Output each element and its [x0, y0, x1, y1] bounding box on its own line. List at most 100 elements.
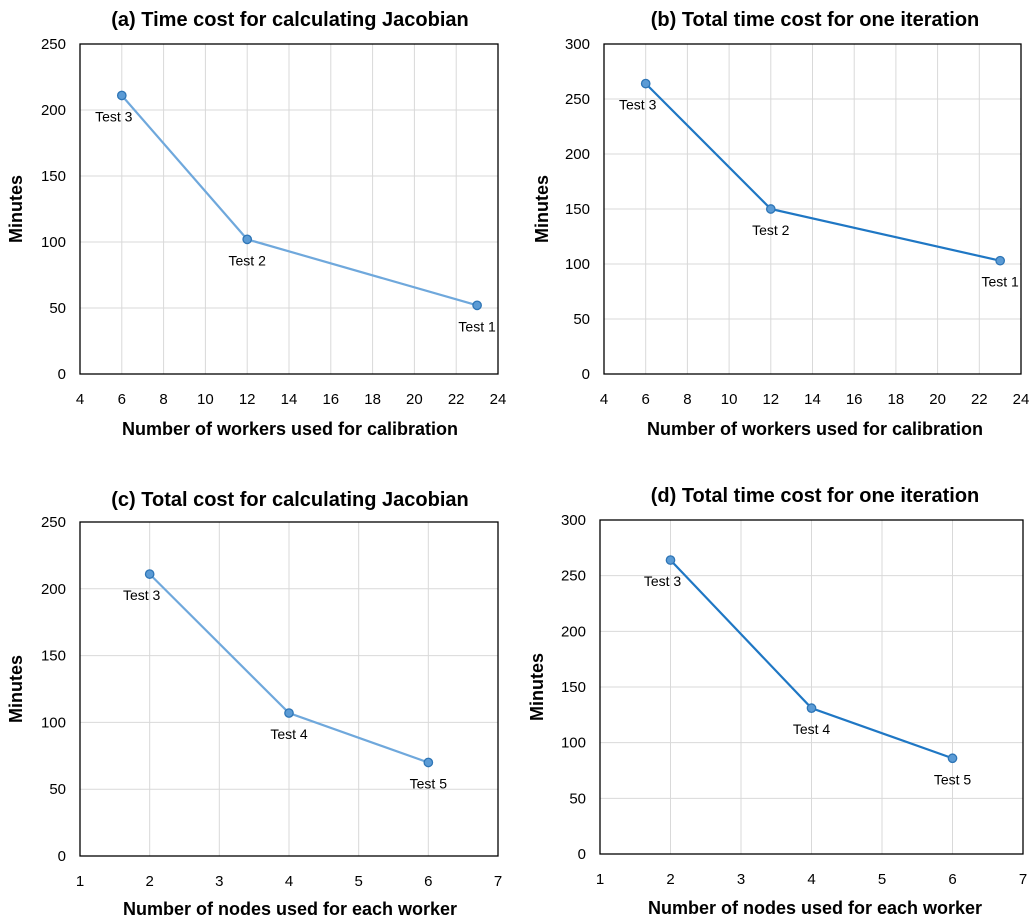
x-axis-label: Number of workers used for calibration [647, 419, 983, 439]
plot-frame [79, 521, 499, 857]
x-tick-label: 7 [494, 873, 502, 890]
x-tick-label: 14 [281, 391, 298, 408]
plot-frame [599, 519, 1024, 855]
chart-panel-b: 0 50 100 150 200 250 300 4 6 8 10 12 14 16 18 20 22 24 (b)… [532, 9, 1029, 439]
y-tick-label: 100 [41, 234, 66, 251]
y-tick-label: 200 [41, 102, 66, 119]
y-axis-label: Minutes [532, 175, 552, 243]
data-point [144, 569, 155, 579]
data-label: Test 3 [95, 108, 133, 124]
x-tick-label: 12 [762, 391, 779, 408]
x-tick-label: 6 [948, 871, 956, 888]
y-tick-label: 50 [49, 300, 66, 317]
chart-title: (d) Total time cost for one iteration [651, 485, 980, 507]
data-point [242, 234, 253, 245]
x-tick-label: 8 [683, 391, 691, 408]
x-tick-label: 14 [804, 391, 821, 408]
x-tick-label: 1 [596, 871, 604, 888]
series-line [120, 94, 478, 307]
y-tick-label: 200 [41, 581, 66, 598]
y-tick-label: 150 [41, 168, 66, 185]
y-tick-label: 50 [569, 790, 586, 807]
x-tick-label: 5 [354, 873, 362, 890]
y-tick-label: 250 [561, 568, 586, 585]
y-tick-label: 250 [41, 36, 66, 53]
chart-title: (a) Time cost for calculating Jacobian [111, 9, 469, 31]
data-label: Test 5 [410, 775, 448, 791]
y-tick-label: 200 [561, 623, 586, 640]
x-tick-label: 3 [737, 871, 745, 888]
plot-frame [79, 43, 499, 375]
x-tick-label: 24 [1013, 391, 1030, 408]
data-point [472, 300, 482, 311]
x-tick-label: 1 [76, 873, 84, 890]
y-tick-label: 250 [565, 91, 590, 108]
data-label: Test 3 [619, 97, 657, 113]
x-tick-label: 22 [971, 391, 988, 408]
y-tick-label: 150 [565, 201, 590, 218]
y-axis-label: Minutes [527, 653, 547, 721]
y-tick-label: 300 [561, 512, 586, 529]
data-label: Test 2 [752, 222, 790, 238]
y-tick-label: 250 [41, 514, 66, 531]
x-tick-label: 4 [807, 871, 815, 888]
series-line [644, 82, 1001, 262]
chart-title: (c) Total cost for calculating Jacobian [111, 489, 468, 511]
x-tick-label: 2 [666, 871, 674, 888]
chart-title: (b) Total time cost for one iteration [651, 9, 980, 31]
data-point [116, 90, 127, 101]
y-tick-label: 0 [58, 366, 66, 383]
y-tick-label: 50 [49, 781, 66, 798]
x-tick-label: 2 [145, 873, 153, 890]
data-label: Test 3 [123, 587, 161, 603]
x-tick-label: 7 [1019, 871, 1027, 888]
y-tick-label: 200 [565, 146, 590, 163]
x-tick-label: 4 [76, 391, 84, 408]
plot-frame [603, 43, 1022, 375]
chart-panel-c: 0 50 100 150 200 250 1 2 3 4 5 6 7 (c) Total cost for… [6, 489, 502, 918]
y-tick-label: 0 [582, 366, 590, 383]
data-point [765, 204, 776, 214]
y-tick-label: 50 [573, 311, 590, 328]
data-label: Test 4 [270, 726, 308, 742]
y-tick-label: 100 [561, 735, 586, 752]
x-tick-label: 18 [364, 391, 381, 408]
x-tick-label: 22 [448, 391, 465, 408]
x-tick-label: 6 [118, 391, 126, 408]
y-tick-label: 150 [41, 648, 66, 665]
data-label: Test 3 [644, 573, 682, 589]
chart-panel-d: 0 50 100 150 200 250 300 1 2 3 4 5 6 7 (d) Total time … [527, 485, 1027, 918]
y-tick-label: 100 [41, 714, 66, 731]
data-point [665, 555, 676, 565]
x-tick-label: 12 [239, 391, 256, 408]
x-tick-label: 8 [159, 391, 167, 408]
x-tick-label: 16 [846, 391, 863, 408]
y-tick-label: 150 [561, 679, 586, 696]
chart-panel-a: 0 50 100 150 200 250 4 6 8 10 12 14 16 18 20 22 24 (a) Ti… [6, 9, 506, 439]
y-tick-label: 0 [58, 848, 66, 865]
x-tick-label: 20 [929, 391, 946, 408]
data-point [806, 703, 817, 714]
data-label: Test 2 [229, 252, 267, 268]
data-label: Test 5 [934, 771, 972, 787]
x-axis-label: Number of nodes used for each worker [648, 898, 982, 918]
x-tick-label: 10 [721, 391, 738, 408]
x-tick-label: 3 [215, 873, 223, 890]
data-point [423, 757, 434, 768]
x-tick-label: 6 [424, 873, 432, 890]
data-point [640, 78, 651, 89]
x-axis-label: Number of workers used for calibration [122, 419, 458, 439]
x-tick-label: 16 [322, 391, 339, 408]
data-point [995, 255, 1006, 266]
y-tick-label: 100 [565, 256, 590, 273]
data-point [284, 708, 294, 718]
data-label: Test 1 [458, 318, 496, 334]
x-tick-label: 24 [490, 391, 507, 408]
x-axis-label: Number of nodes used for each worker [123, 899, 457, 918]
x-tick-label: 10 [197, 391, 214, 408]
data-label: Test 1 [981, 274, 1019, 290]
x-tick-label: 4 [600, 391, 608, 408]
data-label: Test 4 [793, 721, 831, 737]
x-tick-label: 5 [878, 871, 886, 888]
